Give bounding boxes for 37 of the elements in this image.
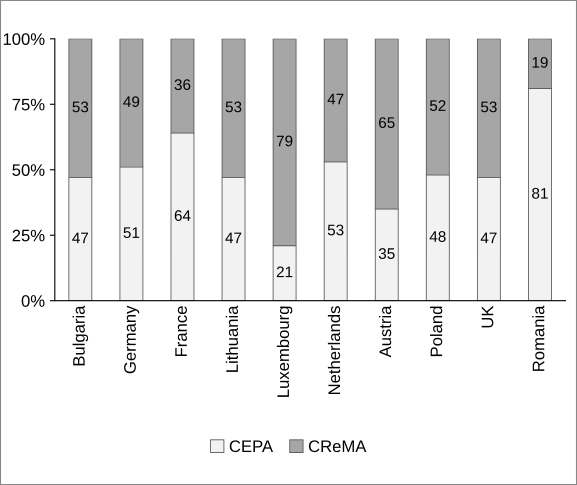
x-tick-label: Bulgaria [72,306,88,366]
y-tick-label: 25% [12,230,44,242]
x-tick-label: Lithuania [226,306,238,372]
data-label: 53 [480,101,497,112]
data-label: 36 [174,79,190,90]
data-label: 35 [378,248,395,259]
data-label: 47 [328,94,344,104]
x-tick-label: Luxembourg [276,306,292,397]
x-tick-label: France [175,306,187,356]
x-tick-label: Germany [124,306,140,374]
x-tick-label: Austria [378,306,392,358]
data-label: 49 [123,96,140,108]
data-label: 81 [532,188,548,199]
y-tick-label: 50% [12,164,44,176]
data-label: 53 [72,101,88,112]
x-tick-label: UK [482,306,494,328]
data-label: 47 [72,232,88,244]
data-label: 53 [328,224,344,236]
data-label: 47 [225,232,242,244]
y-tick-label: 0% [22,295,44,307]
data-label: 53 [226,101,242,112]
x-tick-label: Romania [532,306,544,371]
y-tick-label: 100% [4,33,44,46]
data-label: 51 [124,227,140,238]
y-tick-label: 75% [12,98,44,110]
data-label: 19 [532,56,548,68]
data-label: 79 [276,136,292,146]
legend-label: CReMA [308,440,366,452]
data-label: 47 [480,232,497,244]
legend-label: CEPA [230,440,274,452]
data-label: 52 [430,100,446,111]
x-tick-label: Netherlands [328,306,340,394]
data-label: 64 [174,210,191,221]
x-tick-label: Poland [430,306,442,356]
data-label: 65 [379,117,395,128]
data-label: 48 [430,231,446,242]
data-label: 21 [276,266,292,278]
